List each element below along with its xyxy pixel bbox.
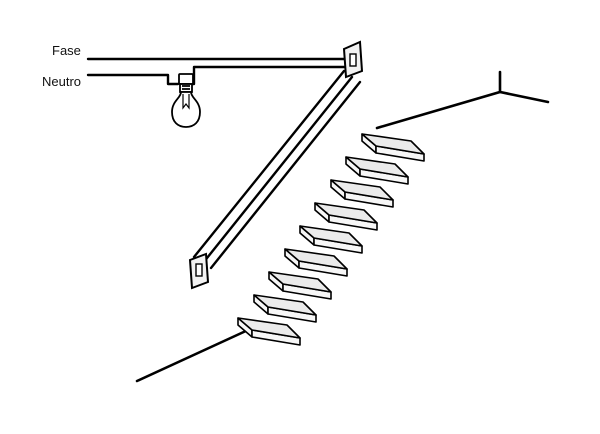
lamp-return-wire	[184, 65, 348, 86]
phase-label: Fase	[52, 43, 81, 58]
stair-step	[361, 133, 425, 162]
stair-step	[330, 179, 394, 208]
upper-floor-edge	[375, 90, 550, 130]
stair-step	[253, 294, 317, 323]
switch-top-icon	[342, 40, 364, 79]
staircase	[237, 133, 425, 346]
switch-bottom-icon	[188, 252, 210, 290]
wiring	[86, 57, 362, 270]
stair-step	[284, 248, 348, 277]
traveler-wire-1	[192, 69, 346, 259]
neutral-wire	[86, 73, 180, 86]
stair-step	[345, 156, 409, 185]
lamp-icon	[171, 73, 201, 128]
traveler-wire-2	[201, 75, 354, 265]
stair-step	[314, 202, 378, 231]
floor-lines	[135, 70, 550, 383]
stair-step	[237, 317, 301, 346]
traveler-wire-3	[209, 80, 362, 270]
stair-step	[268, 271, 332, 300]
stair-step	[299, 225, 363, 254]
lower-floor-edge	[135, 328, 250, 383]
neutral-label: Neutro	[42, 74, 81, 89]
